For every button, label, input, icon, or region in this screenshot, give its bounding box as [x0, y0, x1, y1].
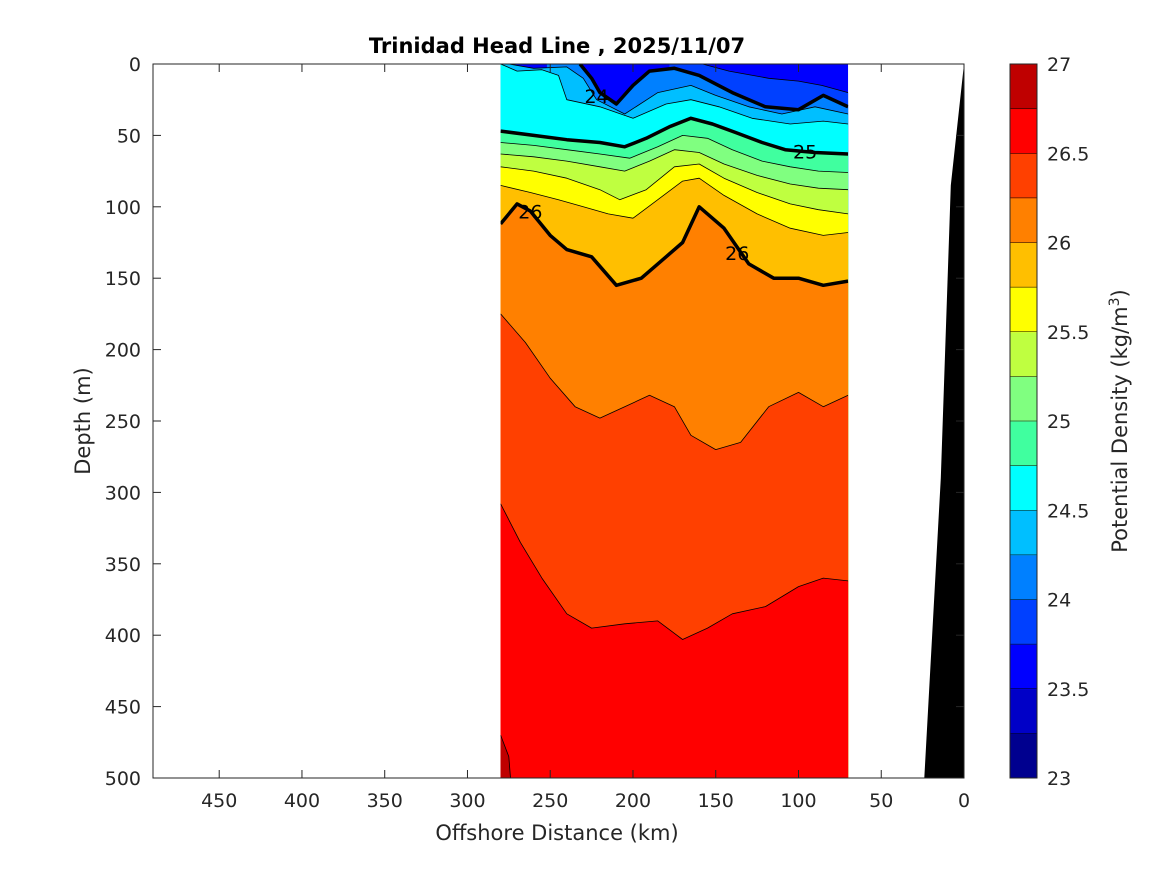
- x-tick-label: 150: [698, 790, 734, 812]
- colorbar-tick-label: 24: [1047, 590, 1071, 612]
- colorbar-tick-label: 25: [1047, 411, 1071, 433]
- seafloor: [924, 64, 964, 778]
- colorbar-swatch: [1010, 153, 1037, 199]
- y-tick-label: 500: [105, 768, 141, 790]
- band-above-26.5: [500, 503, 849, 778]
- isopycnal-25.5: [500, 163, 849, 215]
- colorbar-tick-label: 23.5: [1047, 679, 1089, 701]
- colorbar: 23 23.5 24 24.5 25 25.5 26 26.5 27: [1009, 54, 1089, 790]
- y-tick-label: 450: [105, 697, 141, 719]
- x-tick-label: 0: [958, 790, 970, 812]
- x-tick-label: 400: [284, 790, 320, 812]
- contour-label: 26: [518, 202, 542, 224]
- colorbar-swatch: [1010, 197, 1037, 243]
- x-tick-label: 300: [449, 790, 485, 812]
- colorbar-swatch: [1010, 554, 1037, 600]
- colorbar-swatch: [1010, 242, 1037, 288]
- isopycnal-25: [500, 134, 849, 173]
- contour-label: 24: [584, 86, 608, 108]
- x-tick-label: 100: [780, 790, 816, 812]
- contour-labels: 24 25 26 26: [518, 86, 817, 265]
- isopycnal-25.75: [500, 177, 849, 236]
- band-above-26.75: [500, 735, 544, 778]
- y-tick-label: 350: [105, 554, 141, 576]
- colorbar-label: Potential Density (kg/m3): [1107, 289, 1132, 553]
- colorbar-swatch: [1010, 599, 1037, 645]
- y-tick-label: 150: [105, 268, 141, 290]
- isopycnal-24: [578, 64, 849, 112]
- colorbar-swatch: [1010, 465, 1037, 511]
- x-tick-label: 250: [532, 790, 568, 812]
- y-tick-label: 400: [105, 625, 141, 647]
- colorbar-swatch: [1010, 376, 1037, 422]
- bathymetry: [924, 64, 964, 778]
- isopycnal-24.25: [508, 64, 849, 115]
- y-tick-label: 200: [105, 340, 141, 362]
- x-axis-ticks: 450 400 350 300 250 200 150 100 50 0: [201, 64, 970, 812]
- isopycnal-26.25: [500, 313, 849, 451]
- y-tick-label: 50: [117, 125, 141, 147]
- x-tick-label: 450: [201, 790, 237, 812]
- y-axis-ticks: 0 50 100 150 200 250 300 350 400 450 500: [105, 54, 964, 790]
- colorbar-tick-label: 23: [1047, 768, 1071, 790]
- x-axis-label: Offshore Distance (km): [435, 821, 678, 845]
- chart-title: Trinidad Head Line , 2025/11/07: [369, 34, 745, 58]
- isopycnal-24.5: [500, 64, 849, 125]
- x-tick-label: 200: [615, 790, 651, 812]
- y-tick-label: 250: [105, 411, 141, 433]
- y-tick-label: 0: [129, 54, 141, 76]
- isopycnal-23.75: [702, 64, 849, 93]
- colorbar-swatch: [1010, 733, 1037, 779]
- contour-label: 26: [725, 243, 749, 265]
- colorbar-tick-label: 26: [1047, 233, 1071, 255]
- colorbar-swatch: [1010, 688, 1037, 734]
- isopycnal-lines: [500, 64, 849, 778]
- isopycnal-26.5: [500, 503, 849, 640]
- colorbar-swatch: [1010, 108, 1037, 154]
- x-tick-label: 350: [367, 790, 403, 812]
- colorbar-tick-label: 24.5: [1047, 500, 1089, 522]
- isopycnal-26: [500, 202, 849, 288]
- colorbar-swatch: [1010, 644, 1037, 690]
- y-tick-label: 100: [105, 197, 141, 219]
- x-tick-label: 50: [869, 790, 893, 812]
- colorbar-tick-label: 25.5: [1047, 322, 1089, 344]
- colorbar-swatch: [1010, 287, 1037, 333]
- contour-label: 25: [793, 142, 817, 164]
- isopycnal-25.25: [500, 149, 849, 191]
- y-tick-label: 300: [105, 482, 141, 504]
- colorbar-frame: [1009, 63, 1038, 779]
- colorbar-tick-label: 27: [1047, 54, 1071, 76]
- colorbar-swatch: [1010, 421, 1037, 467]
- isopycnal-24.75: [500, 116, 849, 156]
- y-axis-label: Depth (m): [71, 367, 95, 474]
- colorbar-swatch: [1010, 510, 1037, 556]
- contour-fills: [500, 64, 849, 778]
- isopycnal-26.75: [500, 735, 511, 778]
- colorbar-swatch: [1010, 64, 1037, 110]
- colorbar-tick-label: 26.5: [1047, 143, 1089, 165]
- colorbar-swatch: [1010, 331, 1037, 377]
